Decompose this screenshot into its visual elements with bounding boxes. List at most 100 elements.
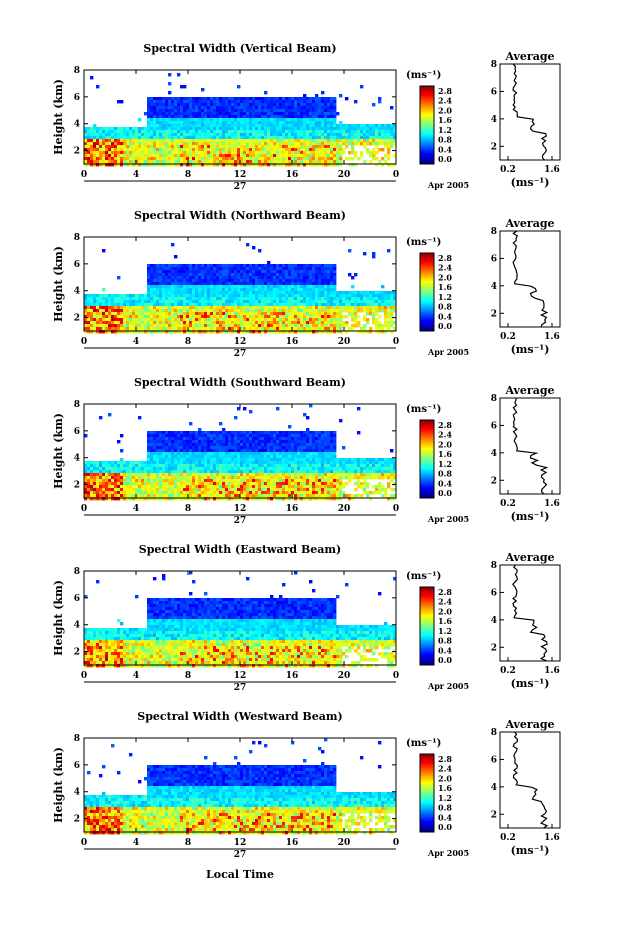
heatmap-cell [156,458,160,462]
heatmap-cell [123,142,127,146]
heatmap-cell [201,324,205,328]
heatmap-cell [357,324,361,328]
heatmap-cell [141,300,145,304]
heatmap-cell [174,455,178,459]
heatmap-cell [312,324,316,328]
heatmap-cell [309,112,313,116]
heatmap-cell [315,318,319,322]
colorbar-segment [420,125,434,128]
heatmap-cell [210,267,214,271]
heatmap-cell [246,130,250,134]
heatmap-cell [111,488,115,492]
heatmap-cell [288,276,292,280]
heatmap-cell [153,324,157,328]
heatmap-cell [324,330,328,334]
heatmap-cell [132,482,136,486]
heatmap-cell [321,273,325,277]
heatmap-cell [96,485,100,489]
heatmap-cell [87,306,91,310]
heatmap-cell [303,154,307,158]
heatmap-cell [357,330,361,334]
heatmap-cell [183,136,187,140]
heatmap-cell [144,309,148,313]
heatmap-cell [165,157,169,161]
heatmap-cell [246,282,250,286]
colorbar-tick-label: 0.4 [438,311,452,321]
heatmap-cell [201,130,205,134]
heatmap-cell [240,154,244,158]
heatmap-cell [246,300,250,304]
heatmap-cell [393,136,397,140]
heatmap-cell [327,142,331,146]
heatmap-cell [168,473,172,477]
heatmap-cell [153,97,157,101]
heatmap-cell [264,288,268,292]
heatmap-cell [159,494,163,498]
heatmap-cell [381,127,385,131]
heatmap-cell [363,291,367,295]
heatmap-cell [207,97,211,101]
heatmap-cell [348,297,352,301]
panel-title: Spectral Width (Southward Beam) [134,376,346,389]
heatmap-cell [348,139,352,143]
heatmap-cell [120,142,124,146]
heatmap-cell [297,318,301,322]
heatmap-cell [93,300,97,304]
heatmap-cell [237,157,241,161]
heatmap-cell [261,312,265,316]
heatmap-cell [291,300,295,304]
colorbar-segment [420,154,434,157]
heatmap-cell [111,303,115,307]
heatmap-cell [135,160,139,164]
panel-0: Spectral Width (Vertical Beam)0 4 8 12 16 20 0… [52,42,561,192]
heatmap-cell [210,106,214,110]
heatmap-cell [90,133,94,137]
heatmap-cell [204,154,208,158]
heatmap-cell [222,312,226,316]
heatmap-cell [267,261,271,265]
heatmap-cell [204,279,208,283]
heatmap-cell [300,151,304,155]
colorbar-segment [420,136,434,140]
heatmap-cell [174,279,178,283]
heatmap-cell [96,476,100,480]
colorbar-tick-label: 1.6 [438,282,452,292]
colorbar-segment [420,284,434,287]
heatmap-cell [276,112,280,116]
heatmap-cell [222,324,226,328]
heatmap-cell [186,330,190,334]
heatmap-cell [111,157,115,161]
heatmap-cell [264,267,268,271]
heatmap-cell [279,160,283,164]
heatmap-cell [117,476,121,480]
heatmap-cell [240,157,244,161]
heatmap-cell [318,118,322,122]
heatmap-cell [351,276,355,280]
colorbar-segment [420,152,434,155]
heatmap-cell [132,130,136,134]
heatmap-cell [165,431,169,435]
heatmap-cell [300,106,304,110]
heatmap-cell [165,300,169,304]
heatmap-cell [273,270,277,274]
heatmap-cell [129,485,133,489]
heatmap-cell [258,294,262,298]
heatmap-cell [333,121,337,125]
heatmap-cell [291,279,295,283]
heatmap-cell [342,133,346,137]
heatmap-cell [171,145,175,149]
heatmap-cell [324,145,328,149]
heatmap-cell [324,267,328,271]
heatmap-cell [225,103,229,107]
heatmap-cell [243,148,247,152]
heatmap-cell [186,157,190,161]
heatmap-cell [246,100,250,104]
heatmap-cell [330,157,334,161]
heatmap-cell [261,321,265,325]
heatmap-cell [186,279,190,283]
heatmap-cell [183,294,187,298]
heatmap-cell [156,109,160,113]
heatmap-cell [246,288,250,292]
heatmap-cell [228,321,232,325]
heatmap-cell [117,461,121,465]
